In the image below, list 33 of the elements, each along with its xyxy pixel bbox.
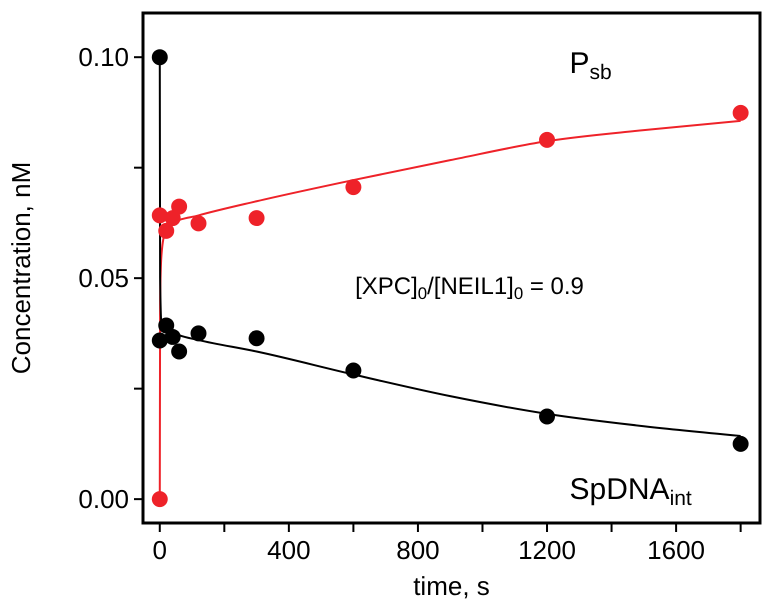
point	[539, 408, 555, 424]
y-tick-label: 0.05	[78, 263, 129, 294]
x-tick-label: 800	[396, 535, 440, 565]
point	[152, 207, 168, 224]
annotation: [XPC]$_{0}$/[NEIL1]$_{0}$ = 0.9	[355, 273, 584, 304]
x-tick-label: 1200	[518, 535, 576, 565]
point	[164, 328, 181, 345]
point	[158, 317, 174, 334]
series-label: SpDNA$_{int}$	[570, 472, 692, 510]
point	[248, 210, 265, 226]
point	[539, 132, 555, 148]
point	[171, 344, 188, 360]
y-tick-label: 0.10	[78, 42, 129, 72]
y-tick-label: 0.00	[78, 484, 129, 514]
point	[152, 491, 168, 508]
point	[248, 330, 265, 346]
point	[164, 210, 181, 226]
point	[190, 215, 206, 232]
point	[171, 198, 188, 215]
x-tick-label: 400	[267, 535, 311, 565]
series-label: P$_{sb}$	[570, 46, 612, 84]
point	[152, 49, 168, 66]
x-axis-title: time, s	[413, 571, 490, 601]
y-axis-title: Concentration, nM	[6, 162, 36, 374]
x-tick-label: 1600	[647, 535, 706, 565]
point	[345, 179, 362, 196]
point	[345, 362, 362, 378]
point	[732, 104, 749, 121]
point	[190, 325, 206, 342]
x-tick-label: 0	[152, 535, 168, 565]
point	[158, 222, 174, 239]
point	[152, 332, 168, 348]
point	[732, 436, 749, 452]
